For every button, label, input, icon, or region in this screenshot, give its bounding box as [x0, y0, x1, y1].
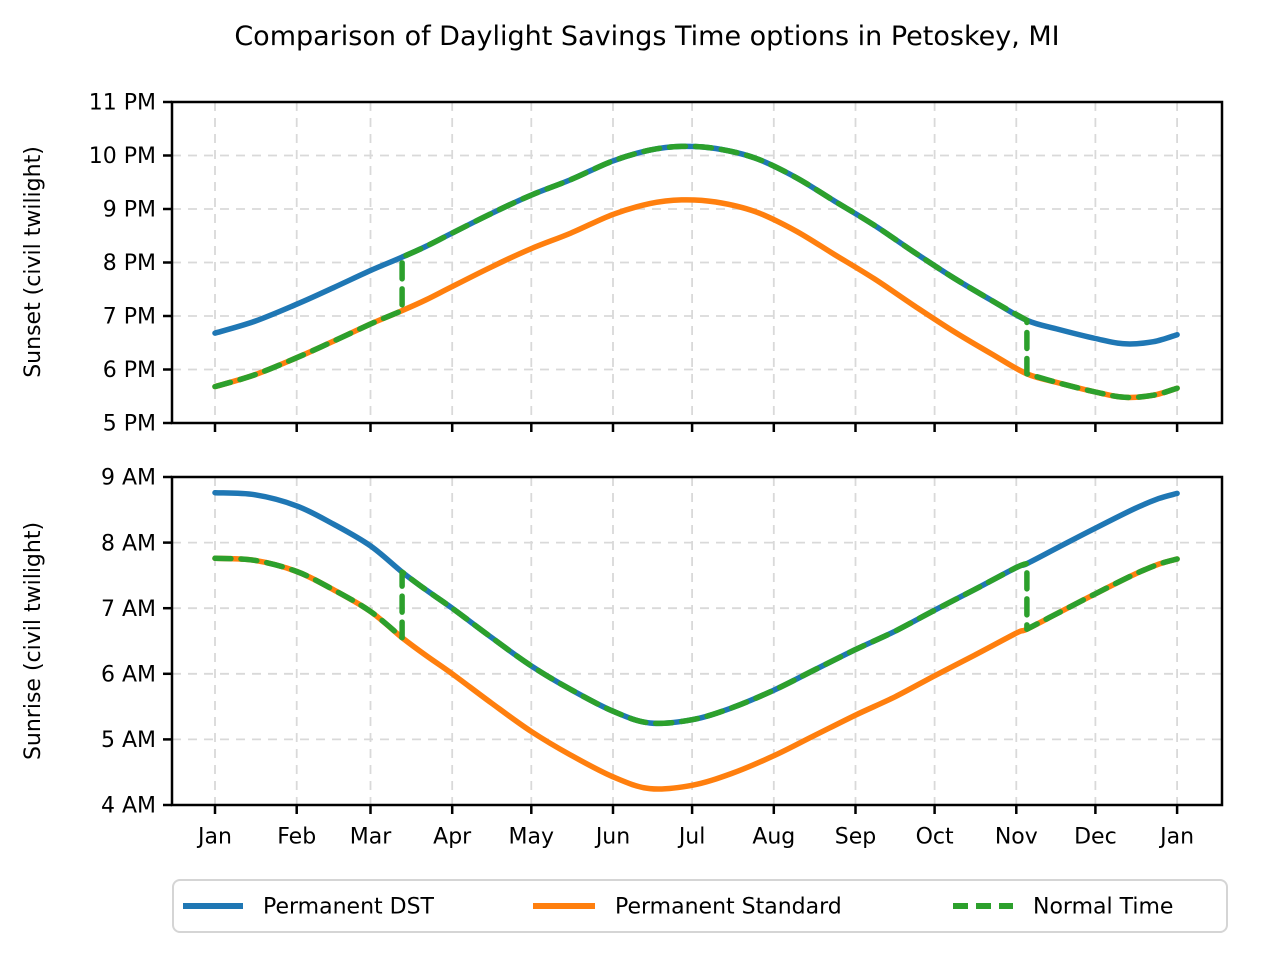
grid	[172, 102, 1222, 423]
curve-normal-time	[212, 143, 1180, 401]
sunrise-y-axis-label: Sunrise (civil twilight)	[21, 522, 46, 760]
x-tick-label: Mar	[350, 825, 392, 850]
x-tick-label: Nov	[995, 825, 1038, 850]
legend-label-permanent-standard: Permanent Standard	[615, 895, 842, 920]
curve-normal-time	[212, 555, 1180, 727]
ticks	[163, 100, 1179, 432]
x-tick-label: Dec	[1074, 825, 1117, 850]
legend-label-permanent-dst: Permanent DST	[263, 895, 435, 920]
y-tick-label: 8 PM	[103, 251, 156, 276]
curves	[212, 489, 1180, 792]
x-tick-label: Aug	[752, 825, 795, 850]
ticks	[163, 475, 1179, 814]
legend-label-normal-time: Normal Time	[1033, 895, 1173, 920]
x-tick-label: Jul	[677, 825, 706, 850]
y-tick-label: 9 AM	[101, 466, 156, 491]
legend-box	[172, 879, 1228, 933]
y-tick-label: 6 AM	[101, 663, 156, 688]
y-tick-label: 5 AM	[101, 728, 156, 753]
x-tick-label: Jan	[1158, 825, 1194, 850]
x-tick-label: Jun	[594, 825, 630, 850]
x-tick-label: Feb	[277, 825, 316, 850]
legend: Permanent DST Permanent Standard Normal …	[172, 879, 1228, 933]
chart-title: Comparison of Daylight Savings Time opti…	[234, 21, 1059, 52]
y-tick-label: 6 PM	[103, 358, 156, 383]
x-tick-label: Apr	[433, 825, 472, 850]
y-tick-label: 7 PM	[103, 305, 156, 330]
axes-spines	[170, 475, 1224, 807]
grid	[172, 477, 1222, 805]
y-tick-label: 10 PM	[89, 144, 156, 169]
x-tick-label: Sep	[835, 825, 876, 850]
x-tick-label: Oct	[916, 825, 954, 850]
y-tick-label: 5 PM	[103, 412, 156, 437]
curves	[212, 143, 1180, 401]
sunset-y-axis-label: Sunset (civil twilight)	[21, 146, 46, 378]
y-tick-label: 9 PM	[103, 198, 156, 223]
sunrise-subplot: 9 AM 8 AM 7 AM 6 AM 5 AM 4 AM Jan Feb Mar Apr May J…	[101, 466, 1224, 850]
x-tick-label: Jan	[196, 825, 232, 850]
y-tick-label: 4 AM	[101, 794, 156, 819]
y-tick-label: 7 AM	[101, 597, 156, 622]
sunset-subplot: 11 PM 10 PM 9 PM 8 PM 7 PM 6 PM 5 PM	[89, 91, 1224, 437]
y-tick-label: 8 AM	[101, 531, 156, 556]
x-tick-label: May	[509, 825, 554, 850]
y-tick-label: 11 PM	[89, 91, 156, 116]
